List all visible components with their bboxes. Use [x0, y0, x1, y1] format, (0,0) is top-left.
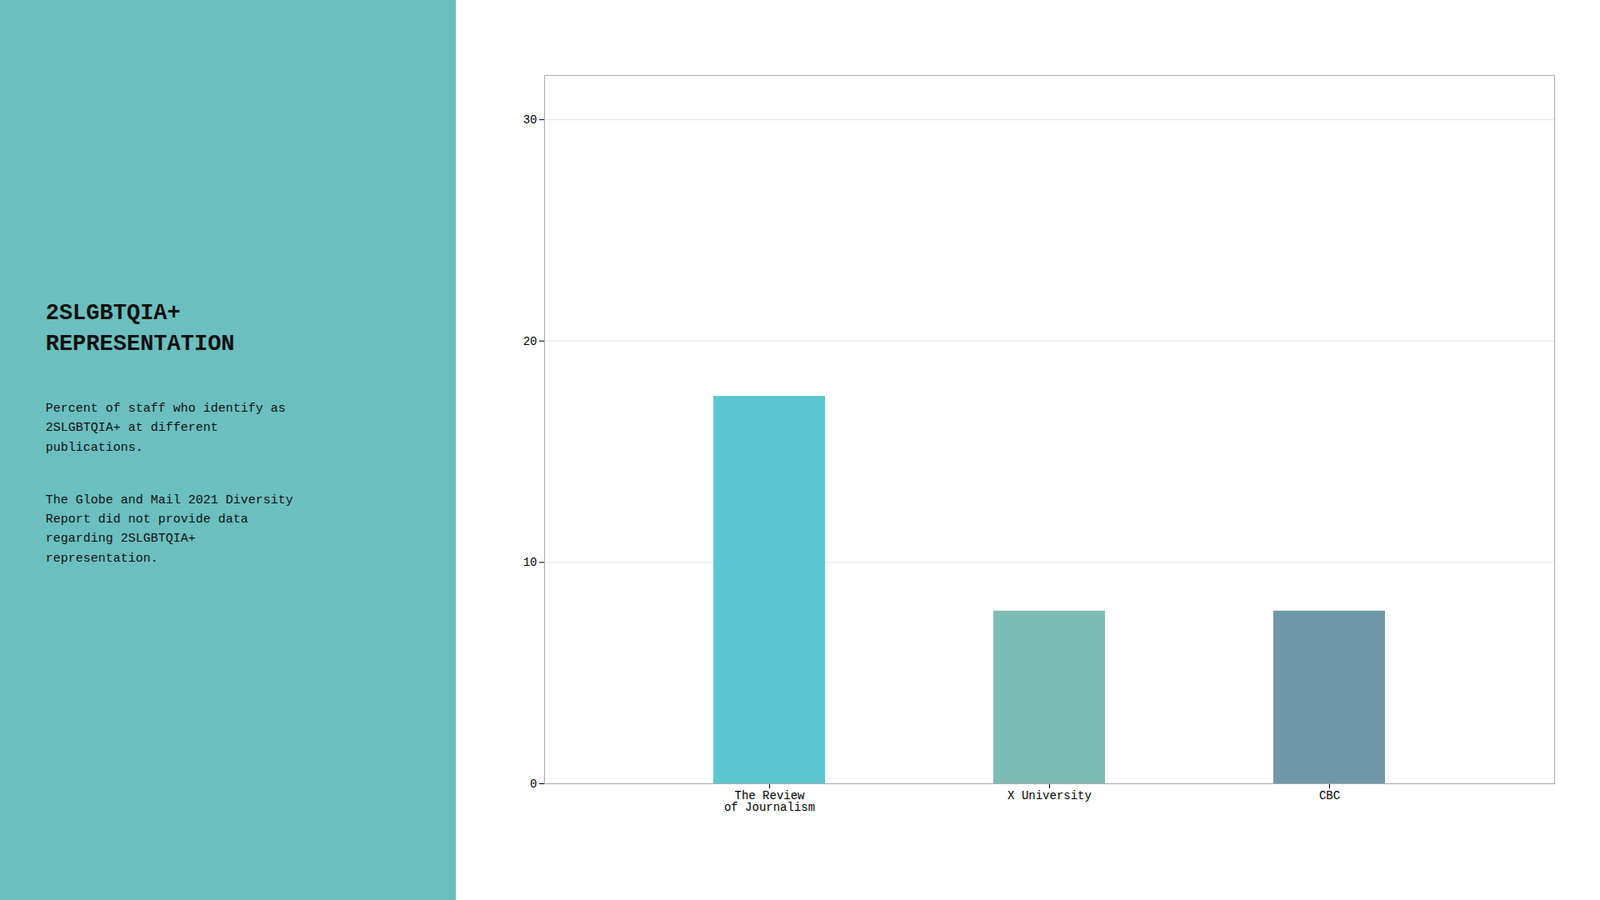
html-text:2SLGBTQIA+ REPRESENTATION: 2SLGBTQIA+ REPRESENTATION [45, 301, 235, 357]
svg-text:0: 0 [530, 777, 537, 791]
html-text:The Globe and Mail 2021 Divers: The Globe and Mail 2021 Diversity Report… [45, 493, 294, 566]
svg-text:20: 20 [522, 335, 537, 349]
svg-text:CBC: CBC [1318, 789, 1340, 803]
svg-text:X University: X University [1007, 789, 1092, 803]
svg-text:The Reviewof Journalism: The Reviewof Journalism [723, 789, 815, 815]
html-text:Percent of staff who identify: Percent of staff who identify as 2SLGBTQ… [45, 401, 286, 455]
svg-text:10: 10 [522, 555, 537, 570]
svg-text:30: 30 [522, 113, 537, 127]
